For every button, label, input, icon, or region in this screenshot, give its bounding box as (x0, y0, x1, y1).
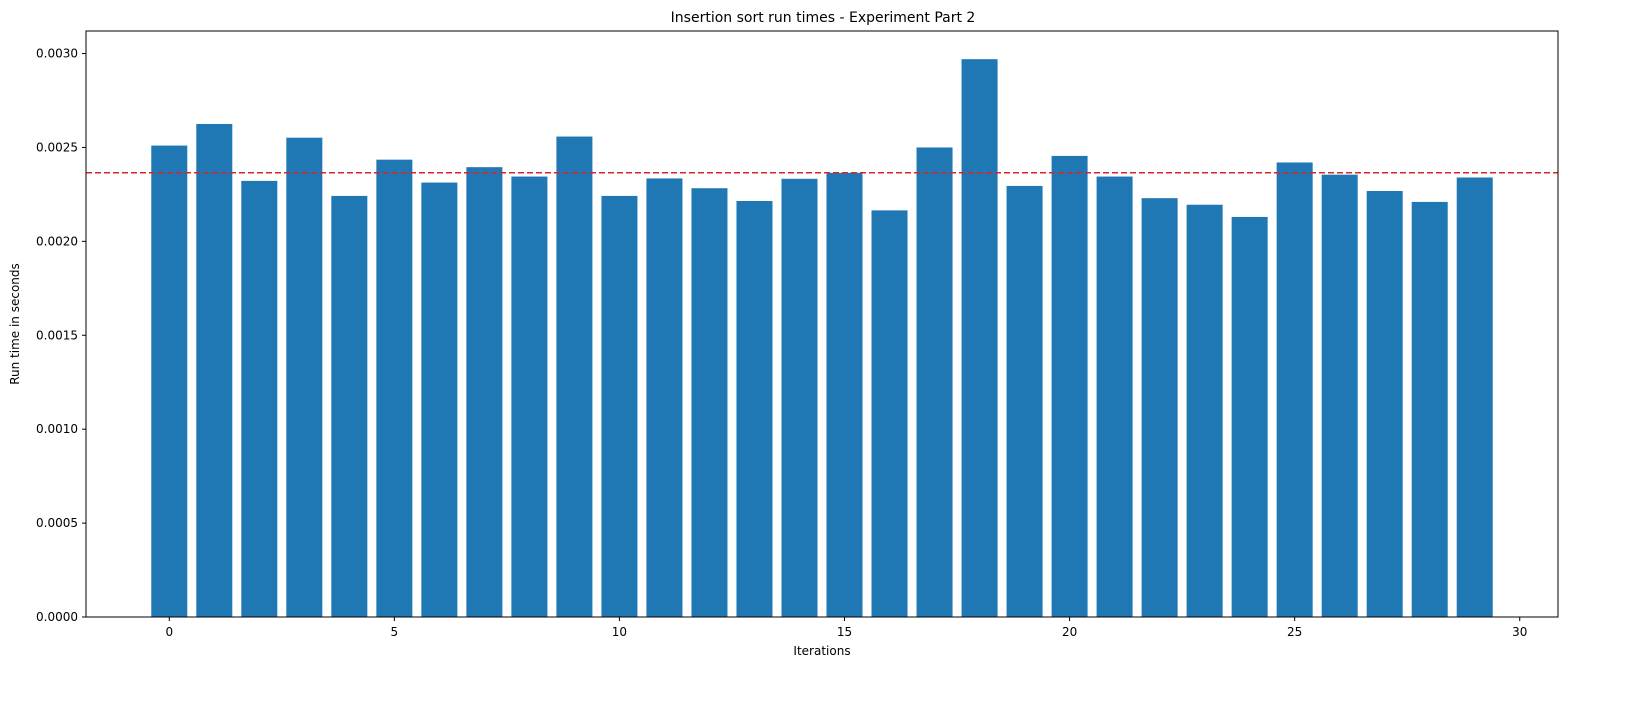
bar-iteration-3 (286, 137, 323, 617)
bar-iteration-19 (1006, 185, 1043, 617)
bar-iteration-5 (376, 159, 413, 617)
bar-iteration-16 (871, 210, 908, 617)
y-tick-label: 0.0025 (36, 140, 78, 154)
x-tick-label: 30 (1512, 625, 1527, 639)
bar-iteration-26 (1321, 174, 1358, 617)
bar-iteration-4 (331, 195, 368, 617)
y-tick-label: 0.0015 (36, 328, 78, 342)
y-tick-label: 0.0010 (36, 422, 78, 436)
bar-iteration-24 (1231, 216, 1268, 617)
bar-iteration-2 (241, 180, 278, 617)
bar-iteration-1 (196, 123, 233, 617)
x-tick-label: 15 (837, 625, 852, 639)
bar-iteration-21 (1096, 176, 1133, 617)
y-tick-label: 0.0000 (36, 610, 78, 624)
bar-iteration-27 (1366, 191, 1403, 617)
bar-iteration-25 (1276, 162, 1313, 617)
bar-iteration-23 (1186, 204, 1223, 618)
x-tick-label: 25 (1287, 625, 1302, 639)
x-axis: 0 5 10 15 20 25 30 (165, 617, 1527, 639)
bar-iteration-28 (1411, 201, 1448, 618)
y-tick-label: 0.0020 (36, 234, 78, 248)
y-tick-label: 0.0005 (36, 516, 78, 530)
x-tick-label: 10 (612, 625, 627, 639)
x-tick-label: 20 (1062, 625, 1077, 639)
bars-layer (151, 59, 1493, 618)
bar-iteration-12 (691, 188, 728, 617)
chart-title: Insertion sort run times - Experiment Pa… (671, 10, 976, 26)
y-tick-label: 0.0030 (36, 47, 78, 61)
y-axis: 0.0000 0.0005 0.0010 0.0015 0.0020 0.0025 0.00… (36, 47, 86, 624)
bar-iteration-20 (1051, 155, 1088, 617)
y-axis-label: Run time in seconds (8, 263, 22, 385)
bar-iteration-22 (1141, 198, 1178, 617)
bar-iteration-17 (916, 147, 953, 617)
bar-iteration-9 (556, 136, 593, 617)
bar-iteration-18 (961, 59, 998, 618)
x-axis-label: Iterations (793, 644, 850, 658)
bar-iteration-8 (511, 176, 548, 617)
plot-area-frame (85, 30, 1559, 618)
x-tick-label: 5 (391, 625, 399, 639)
bar-iteration-14 (781, 178, 818, 617)
bar-iteration-11 (646, 178, 683, 617)
bar-iteration-6 (421, 182, 458, 617)
bar-iteration-0 (151, 145, 188, 617)
bar-iteration-13 (736, 200, 773, 618)
x-tick-label: 0 (165, 625, 173, 639)
bar-iteration-10 (601, 195, 638, 617)
bar-iteration-29 (1456, 177, 1493, 617)
bar-iteration-7 (466, 167, 503, 618)
bar-iteration-15 (826, 172, 863, 618)
